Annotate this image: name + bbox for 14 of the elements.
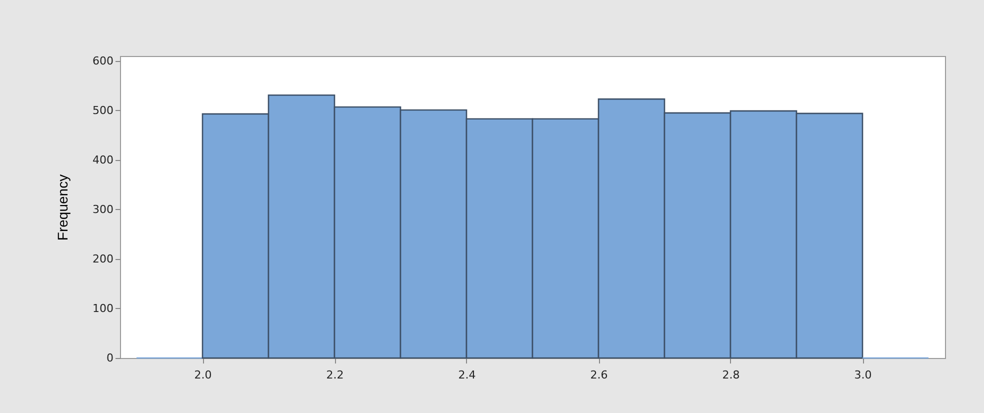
y-tick-label: 600 xyxy=(92,54,114,68)
x-tick-label: 2.0 xyxy=(194,368,212,382)
x-tick-label: 2.6 xyxy=(590,368,608,382)
y-tick-label: 0 xyxy=(106,352,114,364)
y-tick-label: 200 xyxy=(92,252,114,266)
y-tick-label: 500 xyxy=(92,104,114,117)
y-tick-label: 400 xyxy=(92,153,114,166)
y-tick-label: 300 xyxy=(92,202,114,216)
y-axis-title: Frequency xyxy=(54,174,71,241)
x-tick-label: 2.8 xyxy=(722,368,740,382)
x-tick-label: 2.2 xyxy=(326,368,344,382)
x-tick-label: 2.4 xyxy=(458,368,476,382)
y-tick-label: 100 xyxy=(92,302,114,315)
x-tick-label: 3.0 xyxy=(854,368,872,382)
